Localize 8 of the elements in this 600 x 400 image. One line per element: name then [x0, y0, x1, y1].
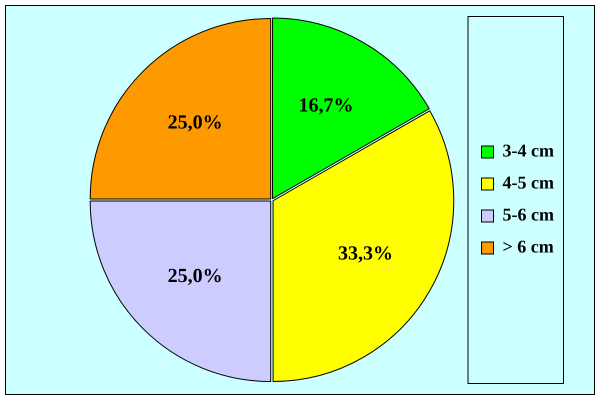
legend-label: 5-6 cm — [502, 204, 554, 225]
legend-label: > 6 cm — [502, 236, 554, 257]
legend-label: 3-4 cm — [502, 140, 554, 161]
legend-label: 4-5 cm — [502, 172, 554, 193]
data-label: 16,7% — [298, 94, 354, 116]
data-label: 25,0% — [168, 112, 223, 134]
data-label: 25,0% — [168, 264, 223, 287]
data-label: 33,3% — [338, 242, 393, 264]
